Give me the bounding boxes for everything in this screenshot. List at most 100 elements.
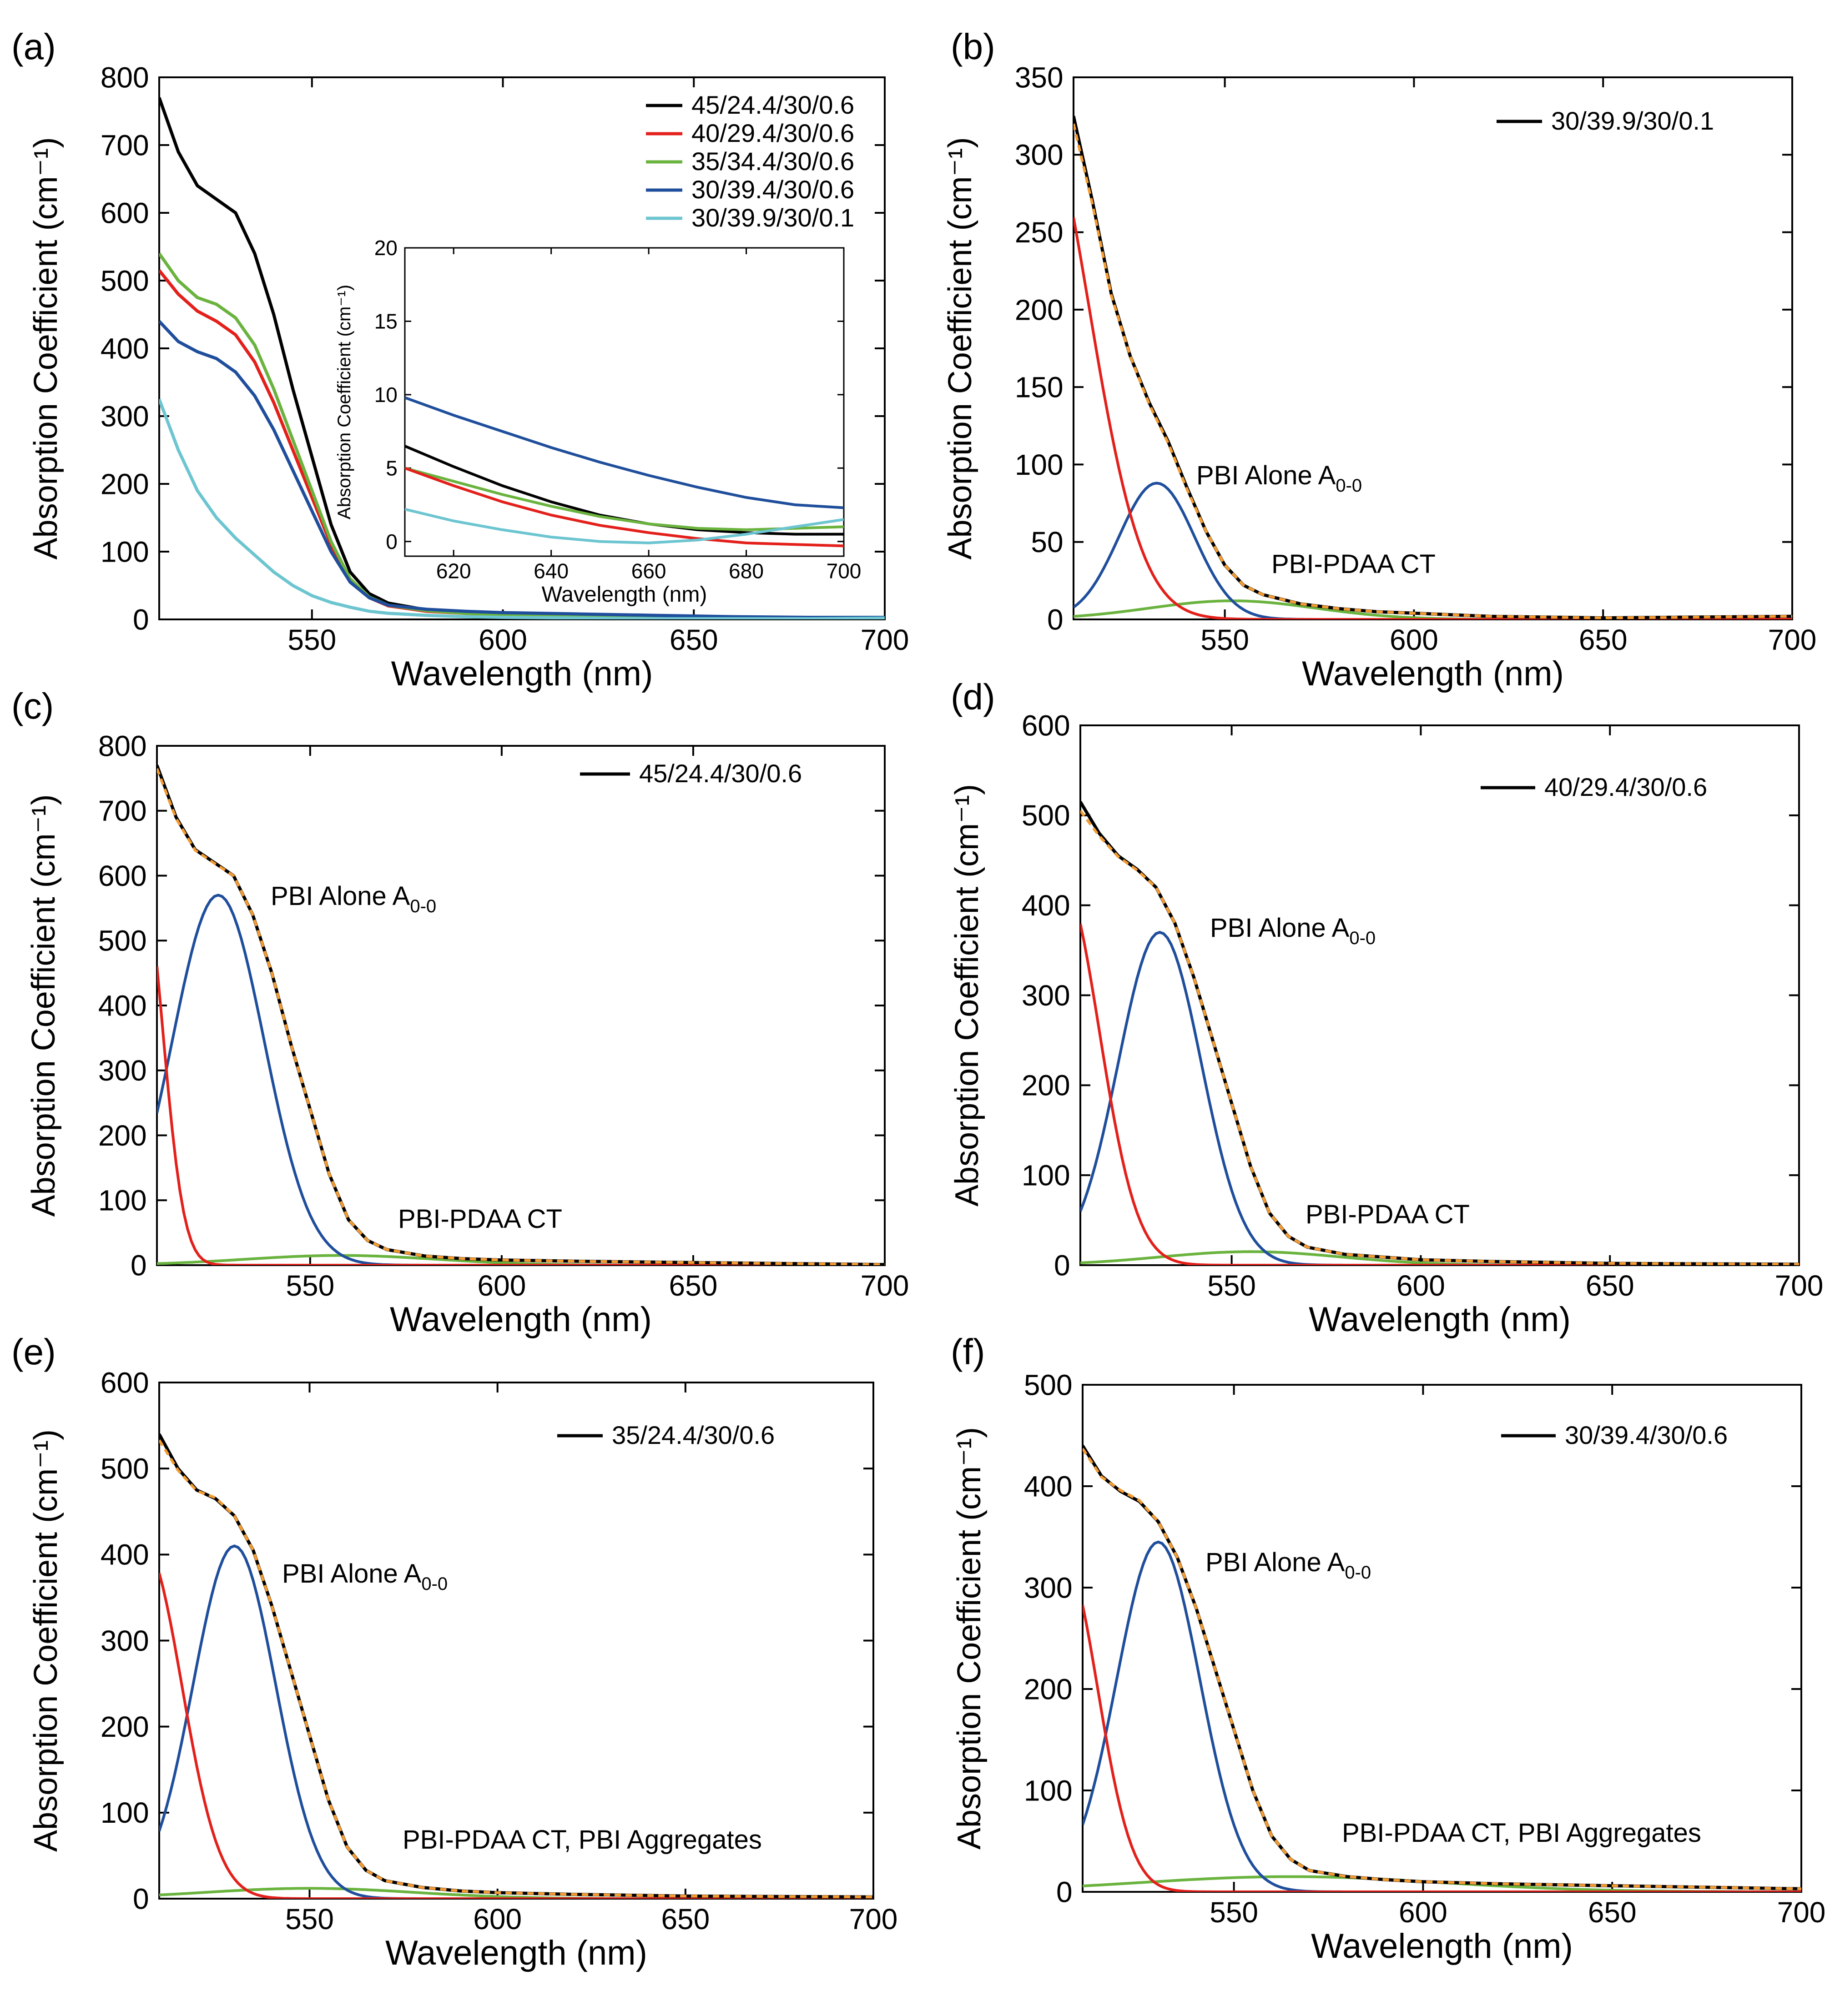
y-axis-label: Absorption Coefficient (cm⁻¹)	[28, 1429, 64, 1852]
y-tick-label: 0	[131, 1249, 147, 1282]
inset-chart: 620 640 660 680 700 0 5 10 15 20 Wavelength (nm) Ab…	[334, 236, 861, 607]
series-line-blue	[159, 320, 885, 619]
component-curve-blue	[1083, 1540, 1801, 1892]
x-tick-label: 700	[1775, 1269, 1824, 1302]
component-curve-blue	[1080, 930, 1799, 1265]
panel-d: (d)550 600 650 7000100200300400500600Wavele…	[949, 677, 1823, 1339]
series-line-black	[1080, 801, 1799, 1265]
y-tick-label: 200	[98, 1119, 147, 1152]
fit-curve	[1083, 1448, 1801, 1890]
x-axis-label: Wavelength (nm)	[391, 654, 653, 693]
annotation-label: PBI-PDAA CT, PBI Aggregates	[1342, 1818, 1701, 1848]
inset-plot-area	[405, 396, 844, 548]
fit-curve	[1080, 810, 1799, 1265]
series-line-cyan	[159, 398, 885, 619]
legend-label: 40/29.4/30/0.6	[691, 119, 854, 147]
annotation-label: PBI Alone A0-0	[1205, 1548, 1371, 1583]
x-tick-label: 650	[1586, 1269, 1634, 1302]
y-tick-label: 600	[101, 196, 149, 229]
y-axis-label: Absorption Coefficient (cm⁻¹)	[949, 784, 985, 1207]
y-tick-label: 500	[101, 1453, 149, 1485]
x-tick-label: 550	[1210, 1896, 1258, 1929]
x-tick-label: 650	[1588, 1896, 1637, 1929]
fit-curve	[1074, 123, 1792, 619]
y-tick-label: 10	[374, 383, 398, 407]
x-axis-label: Wavelength (nm)	[1309, 1300, 1571, 1339]
y-axis-label: Absorption Coefficient (cm⁻¹)	[28, 137, 64, 559]
panel-f: (f) 550 600 650 700 0 100 200 300 400 500 Wavelengt…	[951, 1332, 1825, 1966]
series-line-black	[1074, 116, 1792, 619]
plot-area	[1074, 116, 1792, 619]
x-tick-label: 600	[1396, 1269, 1445, 1302]
plot-area	[1083, 1444, 1801, 1892]
y-tick-label: 0	[133, 603, 149, 636]
annotation-label: PBI Alone A0-0	[1210, 913, 1376, 948]
legend-label: 40/29.4/30/0.6	[1544, 773, 1707, 801]
component-curve-green	[1083, 1875, 1801, 1892]
y-tick-label: 100	[1015, 448, 1064, 481]
x-tick-label: 700	[1768, 623, 1817, 656]
y-axis-label: Absorption Coefficient (cm⁻¹)	[942, 137, 978, 559]
x-tick-label: 700	[861, 1269, 909, 1302]
y-tick-label: 0	[386, 530, 398, 553]
fit-curve	[157, 768, 885, 1265]
y-tick-label: 0	[133, 1882, 149, 1915]
y-tick-label: 700	[101, 129, 149, 161]
panel-e: (e)550 600 650 7000100200300400500600Wavele…	[11, 1332, 897, 1972]
plot-frame	[156, 745, 886, 1266]
inset-series-line-cyan	[405, 508, 844, 544]
plot-frame	[1073, 76, 1793, 620]
panel-label: (e)	[11, 1332, 56, 1372]
annotation-label: PBI-PDAA CT	[1306, 1200, 1470, 1229]
x-axis-label: Wavelength (nm)	[390, 1300, 652, 1339]
y-tick-label: 300	[1022, 979, 1070, 1012]
x-tick-label: 550	[285, 1903, 334, 1936]
x-tick-label: 680	[729, 559, 764, 583]
y-tick-label: 15	[374, 310, 398, 333]
legend-label: 45/24.4/30/0.6	[639, 759, 802, 788]
component-curve-red	[1080, 923, 1799, 1265]
y-tick-label: 400	[101, 332, 149, 365]
x-tick-label: 550	[1207, 1269, 1256, 1302]
y-tick-label: 200	[101, 468, 149, 500]
x-tick-label: 550	[287, 623, 336, 656]
x-tick-label: 600	[1399, 1896, 1447, 1929]
x-tick-label: 650	[1579, 623, 1628, 656]
series-line-black	[157, 764, 885, 1265]
y-tick-label: 200	[1015, 293, 1064, 326]
y-tick-label: 500	[1024, 1368, 1073, 1401]
y-tick-label: 800	[101, 61, 149, 94]
inset-series-line-red	[405, 467, 844, 548]
panel-a: (a)550 600 650 7000100200300400500600700800…	[11, 26, 909, 693]
legend-label: 35/34.4/30/0.6	[691, 147, 854, 176]
y-tick-label: 100	[98, 1184, 147, 1217]
x-tick-label: 650	[669, 1269, 718, 1302]
y-tick-label: 300	[101, 400, 149, 432]
y-tick-label: 500	[1022, 799, 1070, 832]
y-tick-label: 400	[101, 1538, 149, 1571]
plot-area	[159, 1433, 873, 1899]
component-curve-red	[1083, 1604, 1801, 1892]
x-tick-label: 550	[286, 1269, 334, 1302]
annotation-label: PBI-PDAA CT	[398, 1204, 562, 1234]
y-tick-label: 400	[1024, 1470, 1073, 1503]
plot-area	[159, 97, 885, 619]
legend-label: 35/24.4/30/0.6	[612, 1421, 775, 1449]
component-curve-blue	[1074, 482, 1792, 619]
component-curve-green	[1080, 1250, 1799, 1265]
y-tick-label: 600	[101, 1366, 149, 1399]
y-tick-label: 150	[1015, 371, 1064, 404]
y-tick-label: 100	[1024, 1774, 1073, 1807]
y-tick-label: 600	[98, 860, 147, 892]
component-curve-blue	[159, 1544, 873, 1899]
panel-label: (d)	[951, 677, 995, 717]
y-tick-label: 500	[101, 264, 149, 297]
annotation-label: PBI-PDAA CT, PBI Aggregates	[403, 1825, 762, 1855]
y-tick-label: 200	[1022, 1069, 1070, 1102]
y-tick-label: 400	[98, 989, 147, 1022]
component-curve-red	[159, 1573, 873, 1899]
inset-series-line-green	[405, 467, 844, 531]
fit-curve	[159, 1439, 873, 1899]
y-tick-label: 300	[1024, 1571, 1073, 1604]
panel-b: (b) 550 600 650 700 0 50 100 150 200 250 300 350 Wave…	[942, 26, 1816, 693]
